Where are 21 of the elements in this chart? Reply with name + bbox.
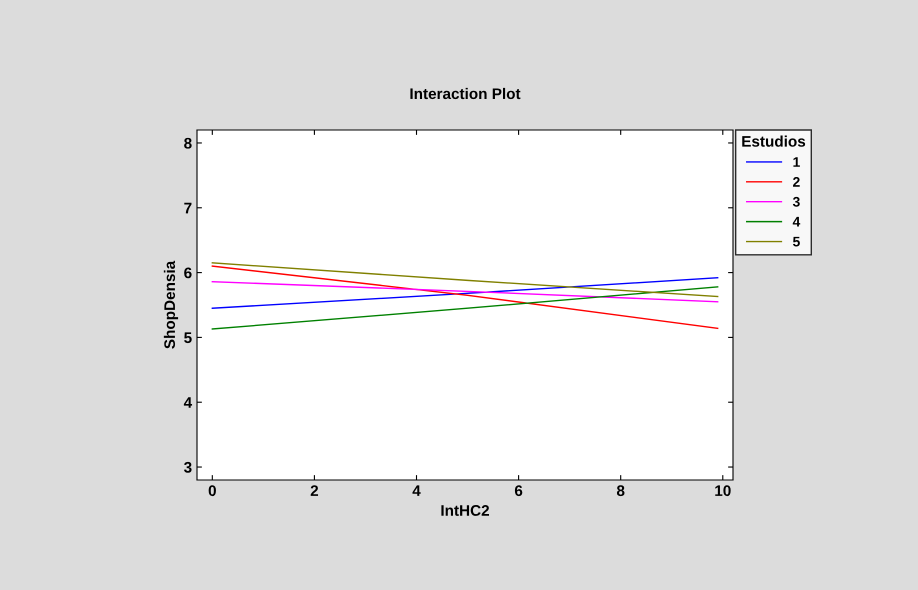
y-tick-label: 7 <box>184 202 192 214</box>
legend-label: 2 <box>793 177 800 187</box>
x-axis-title: IntHC2 <box>441 505 490 516</box>
y-tick-label: 8 <box>184 138 192 149</box>
y-tick-label: 6 <box>184 267 192 278</box>
x-tick-label: 10 <box>715 485 731 496</box>
legend-label: 5 <box>792 236 800 247</box>
x-tick-label: 2 <box>310 485 318 496</box>
legend-label: 1 <box>793 157 800 167</box>
y-tick-label: 3 <box>184 462 192 473</box>
x-tick-label: 8 <box>616 485 624 496</box>
legend-title: Estudios <box>742 136 806 147</box>
x-tick-label: 4 <box>412 485 421 496</box>
x-tick-label: 6 <box>514 485 522 496</box>
y-tick-label: 4 <box>184 397 192 408</box>
legend-label: 4 <box>792 216 800 226</box>
legend-label: 3 <box>792 196 800 207</box>
x-tick-label: 0 <box>208 485 216 496</box>
y-tick-label: 5 <box>184 332 192 344</box>
y-axis-title: ShopDensia <box>164 260 178 349</box>
chart-title: Interaction Plot <box>410 88 520 100</box>
